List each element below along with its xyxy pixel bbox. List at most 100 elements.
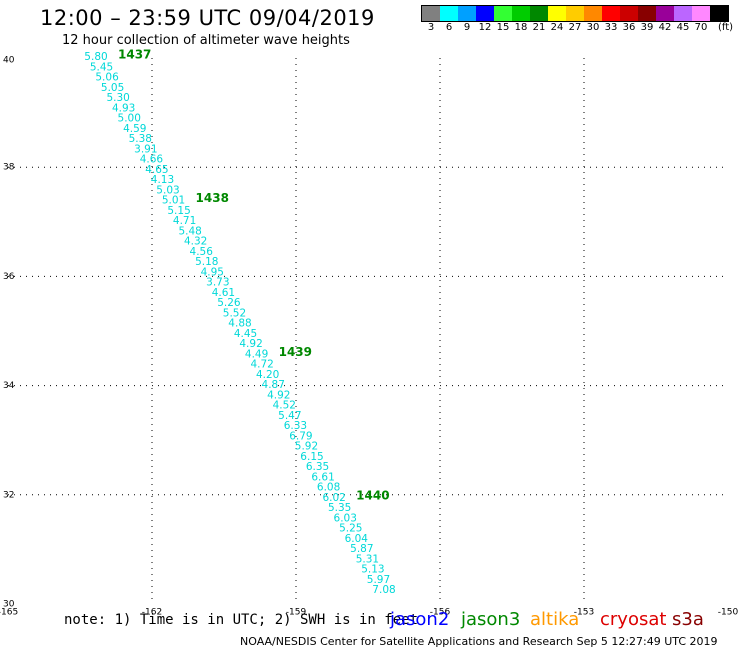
color-scale-bar — [421, 5, 729, 22]
color-scale-swatch — [422, 6, 440, 21]
color-scale-label: 9 — [463, 22, 471, 33]
color-scale-swatch — [440, 6, 458, 21]
color-scale-label: 15 — [496, 22, 510, 33]
pass-time-label: 1438 — [196, 191, 229, 205]
color-scale-swatch — [476, 6, 494, 21]
wave-height-label: 4.92 — [267, 389, 290, 401]
wave-height-label: 5.18 — [195, 256, 218, 268]
wave-height-label: 4.32 — [184, 236, 207, 248]
satellite-legend-item: cryosat — [600, 609, 667, 630]
wave-height-label: 3.91 — [134, 143, 157, 155]
color-scale-label: 33 — [604, 22, 618, 33]
wave-height-label: 4.20 — [256, 369, 279, 381]
wave-height-label: 6.35 — [306, 461, 329, 473]
wave-height-label: 6.02 — [322, 492, 345, 504]
color-scale-swatch — [656, 6, 674, 21]
pass-time-label: 1437 — [118, 48, 151, 62]
color-scale-label: 39 — [640, 22, 654, 33]
wave-height-label: 5.05 — [101, 82, 124, 94]
color-scale-label: 12 — [478, 22, 492, 33]
latitude-tick-label: 32 — [3, 490, 14, 500]
color-scale-swatch — [566, 6, 584, 21]
wave-height-label: 4.93 — [112, 102, 135, 114]
color-scale-swatch — [692, 6, 710, 21]
wave-height-label: 5.13 — [361, 564, 384, 576]
wave-height-label: 5.48 — [178, 225, 201, 237]
color-scale-label: 30 — [586, 22, 600, 33]
wave-height-label: 4.95 — [201, 266, 224, 278]
wave-height-label: 5.03 — [156, 184, 179, 196]
wave-height-label: 7.08 — [372, 584, 395, 596]
map-subtitle: 12 hour collection of altimeter wave hei… — [62, 33, 350, 48]
color-scale-swatch — [530, 6, 548, 21]
color-scale-swatch — [620, 6, 638, 21]
wave-height-label: 5.06 — [95, 72, 119, 84]
wave-height-label: 5.00 — [118, 113, 141, 125]
wave-height-label: 5.15 — [167, 205, 190, 217]
wave-height-label: 5.26 — [217, 297, 241, 309]
longitude-tick-label: -156 — [430, 608, 451, 618]
wave-height-label: 4.52 — [273, 400, 296, 412]
wave-height-label: 5.87 — [350, 543, 373, 555]
wave-height-label: 4.88 — [228, 318, 251, 330]
color-scale-swatch — [548, 6, 566, 21]
wave-height-label: 3.73 — [206, 277, 229, 289]
color-scale-unit: (ft) — [718, 22, 734, 33]
wave-height-label: 5.45 — [90, 61, 113, 73]
footnote: note: 1) Time is in UTC; 2) SWH is in fe… — [64, 612, 419, 628]
longitude-tick-label: -162 — [142, 608, 162, 618]
pass-time-label: 1440 — [356, 488, 389, 502]
latitude-tick-label: 30 — [3, 600, 15, 610]
wave-height-label: 6.04 — [345, 533, 369, 545]
wave-height-label: 4.56 — [190, 246, 214, 258]
pass-time-label: 1439 — [279, 345, 312, 359]
color-scale-label: 42 — [658, 22, 672, 33]
satellite-legend-item: altika — [530, 609, 580, 630]
color-scale-label: 3 — [427, 22, 435, 33]
satellite-legend-item: s3a — [672, 609, 704, 630]
longitude-tick-label: -153 — [574, 608, 594, 618]
wave-height-label: 6.33 — [284, 420, 307, 432]
color-scale-label: 36 — [622, 22, 636, 33]
color-scale-label: 21 — [532, 22, 546, 33]
wave-height-label: 5.31 — [356, 553, 379, 565]
latitude-tick-label: 36 — [3, 272, 15, 282]
wave-height-label: 4.72 — [250, 359, 273, 371]
color-scale-label: 6 — [445, 22, 453, 33]
wave-height-label: 5.35 — [328, 502, 351, 514]
color-scale-swatch — [638, 6, 656, 21]
satellite-legend-item: jason2 — [390, 609, 450, 630]
wave-height-label: 6.15 — [300, 451, 323, 463]
wave-height-label: 6.61 — [311, 471, 334, 483]
color-scale-label: 18 — [514, 22, 528, 33]
wave-height-label: 6.03 — [334, 512, 357, 524]
wave-height-label: 5.52 — [223, 307, 246, 319]
satellite-legend-item: jason3 — [461, 609, 521, 630]
wave-height-label: 5.01 — [162, 195, 185, 207]
longitude-tick-label: -150 — [718, 608, 739, 618]
color-scale-swatch — [512, 6, 530, 21]
wave-height-label: 5.97 — [367, 574, 390, 586]
wave-height-label: 4.65 — [145, 164, 168, 176]
wave-height-label: 5.30 — [106, 92, 129, 104]
color-scale-swatch — [710, 6, 728, 21]
wave-height-label: 4.92 — [239, 338, 262, 350]
wave-height-label: 6.08 — [317, 482, 340, 494]
color-scale-swatch — [584, 6, 602, 21]
wave-height-label: 5.47 — [278, 410, 301, 422]
color-scale-swatch — [674, 6, 692, 21]
map-title: 12:00 – 23:59 UTC 09/04/2019 — [40, 6, 375, 30]
wave-height-label: 4.45 — [234, 328, 257, 340]
color-scale-label: 45 — [676, 22, 690, 33]
latitude-tick-label: 38 — [3, 163, 15, 173]
color-scale-swatch — [458, 6, 476, 21]
wave-height-label: 5.38 — [129, 133, 152, 145]
wave-height-label: 4.61 — [212, 287, 235, 299]
wave-height-label: 4.66 — [140, 154, 164, 166]
color-scale-label: 70 — [694, 22, 708, 33]
color-scale-label: 24 — [550, 22, 564, 33]
wave-height-label: 5.80 — [84, 51, 107, 63]
longitude-tick-label: -159 — [286, 608, 307, 618]
latitude-tick-label: 34 — [3, 381, 15, 391]
